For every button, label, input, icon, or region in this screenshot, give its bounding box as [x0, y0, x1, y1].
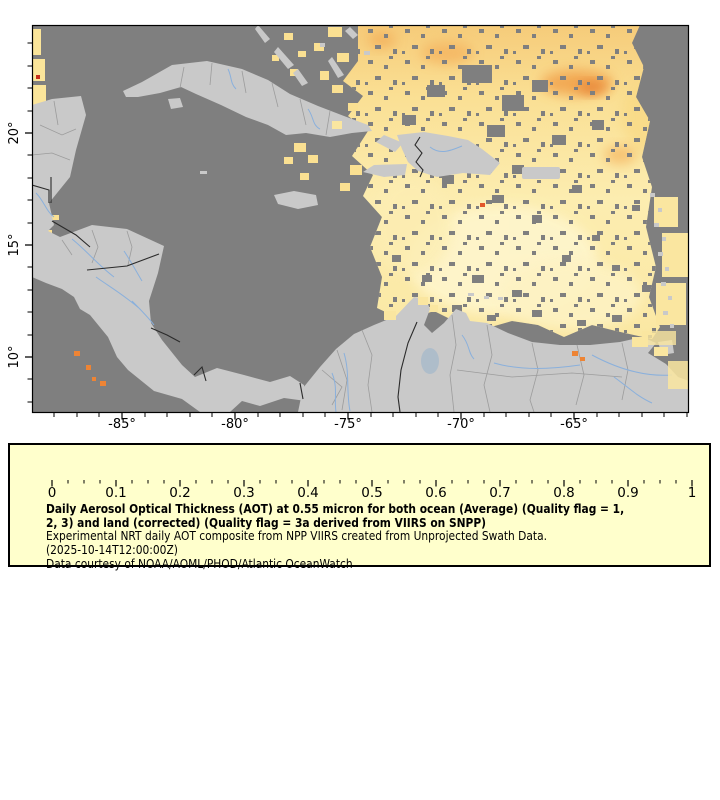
colorbar-tick-label: 0.7	[489, 485, 511, 501]
x-tick-label: -85°	[108, 417, 136, 432]
land-bahamas	[255, 25, 370, 86]
lake-maracaibo	[421, 348, 439, 374]
y-tick-label: 10°	[7, 345, 22, 369]
colorbar-tick-label: 0.5	[361, 485, 383, 501]
legend-timestamp: (2025-10-14T12:00:00Z)	[46, 542, 178, 558]
land-cuba	[123, 61, 372, 137]
colorbar-tick-label: 0	[47, 485, 57, 501]
x-tick-label: -70°	[447, 417, 475, 432]
land-south-america	[298, 297, 689, 412]
aot-coastal-patches	[332, 121, 689, 389]
land-puerto-rico	[522, 167, 560, 179]
aot-colorbar	[52, 461, 692, 480]
x-tick-label: -80°	[221, 417, 249, 432]
colorbar-tick-label: 0.6	[425, 485, 447, 501]
land-cayman	[200, 171, 207, 174]
x-tick-label: -65°	[560, 417, 588, 432]
colorbar-tick-label: 1	[687, 485, 697, 501]
land-jamaica	[274, 191, 318, 209]
y-axis-major-ticks	[25, 132, 32, 358]
land-lesser-antilles	[468, 193, 674, 328]
y-tick-label: 20°	[7, 121, 22, 145]
map-canvas	[25, 24, 690, 420]
legend-caption: Daily Aerosol Optical Thickness (AOT) at…	[46, 502, 700, 571]
land-regions	[32, 25, 689, 412]
legend-credit: Data courtesy of NOAA/AOML/PHOD/Atlantic…	[46, 555, 353, 571]
rivers	[35, 68, 673, 412]
legend-subtitle: Experimental NRT daily AOT composite fro…	[46, 528, 548, 544]
y-tick-label: 15°	[7, 233, 22, 257]
land-hispaniola	[397, 132, 500, 177]
map-frame	[31, 24, 690, 414]
colorbar-tick-label: 0.4	[297, 485, 319, 501]
colorbar-tick-label: 0.8	[553, 485, 575, 501]
colorbar-tick-label: 0.9	[617, 485, 639, 501]
colorbar-tick-label: 0.3	[233, 485, 255, 501]
country-borders	[32, 136, 424, 412]
colorbar-tick-label: 0.1	[105, 485, 127, 501]
land-central-america	[32, 96, 306, 412]
colorbar-tick-label: 0.2	[169, 485, 191, 501]
x-tick-label: -75°	[334, 417, 362, 432]
legend-title-line-1: Daily Aerosol Optical Thickness (AOT) at…	[46, 501, 625, 516]
admin-borders	[32, 62, 629, 412]
legend-title-line-2: 2, 3) and land (corrected) (Quality flag…	[46, 514, 487, 530]
x-axis-minor-ticks	[53, 412, 688, 417]
y-axis-minor-ticks	[27, 42, 32, 403]
land-isla-juventud	[168, 98, 183, 109]
colorbar-ticks	[51, 480, 693, 487]
x-axis-major-ticks	[121, 412, 575, 420]
legend-panel: 0 0.1 0.2 0.3 0.4 0.5 0.6 0.7 0.8 0.9 1 …	[8, 443, 711, 570]
